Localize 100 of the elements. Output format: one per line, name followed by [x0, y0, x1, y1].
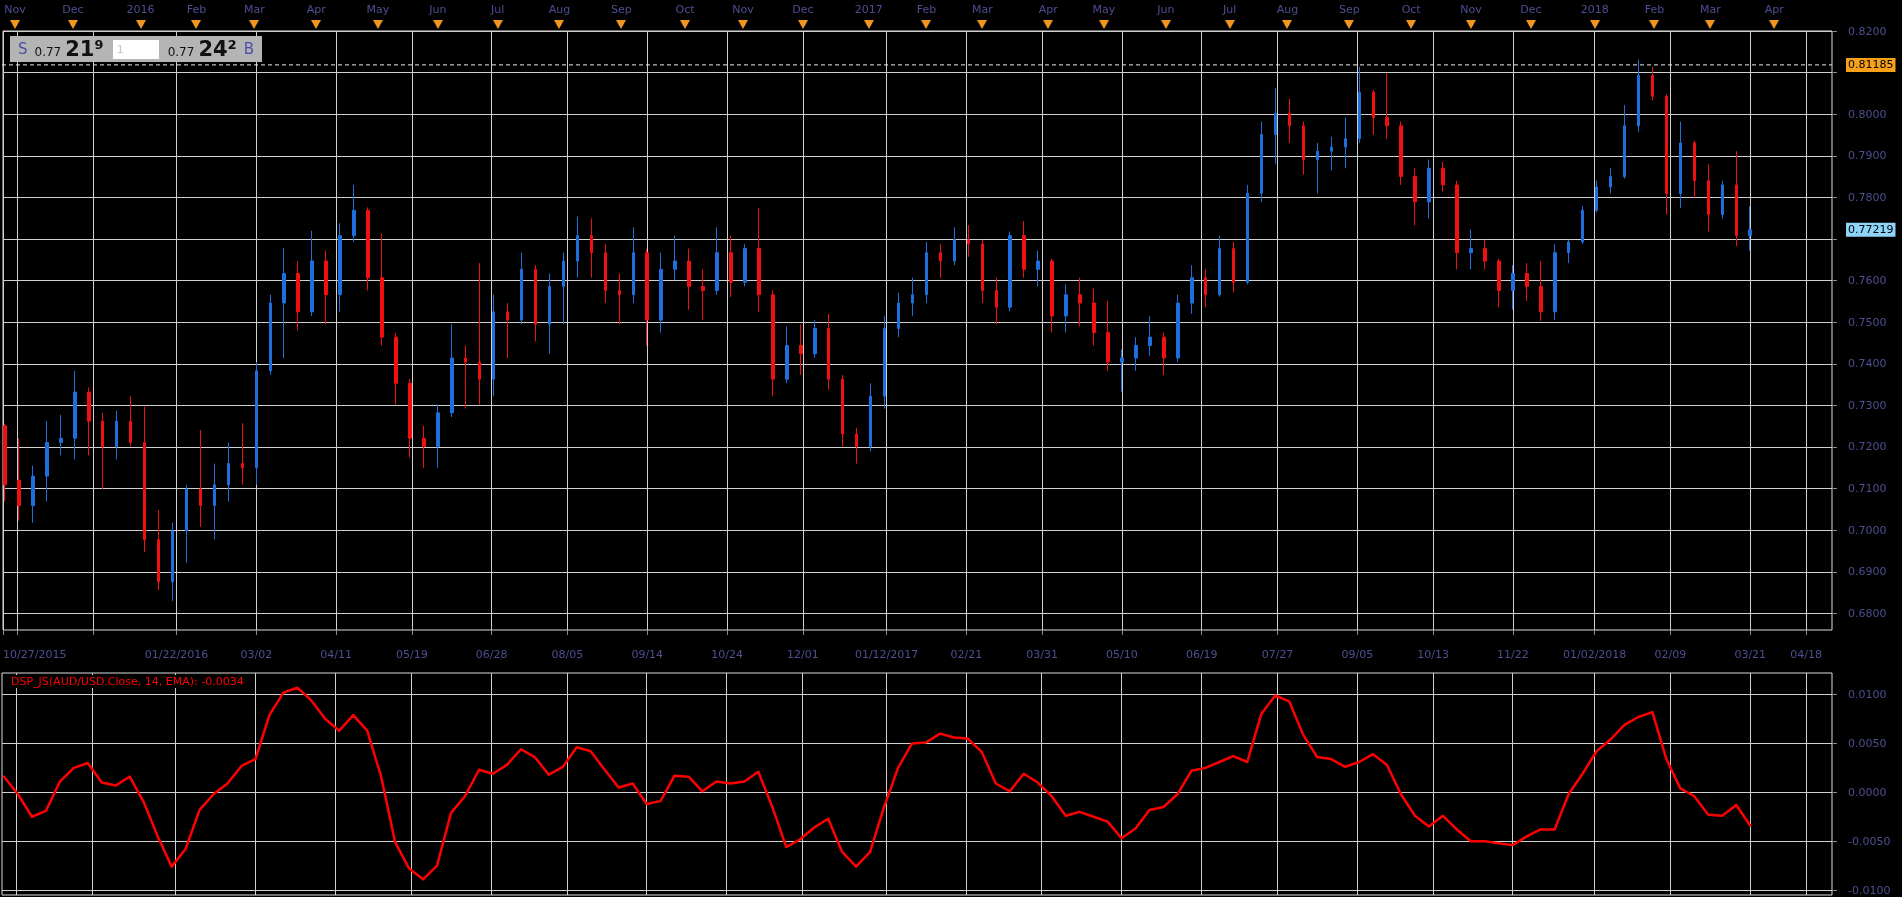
candlestick — [492, 294, 495, 397]
candlestick — [1358, 66, 1361, 144]
x2-tick-label: Aug — [1276, 3, 1299, 16]
x2-tick-label: Jun — [1156, 3, 1175, 16]
annotation: 24² — [198, 37, 237, 61]
candlestick — [185, 484, 188, 564]
candlestick — [869, 382, 872, 452]
x2-tick-label: Mar — [971, 3, 994, 16]
candlestick — [506, 302, 509, 359]
x2-tick-label: Nov — [4, 3, 27, 16]
candlestick — [1106, 300, 1110, 372]
y-tick-label: 0.7300 — [1848, 398, 1887, 412]
y-tick-label: 0.7600 — [1848, 274, 1887, 288]
y-tick-label: 0.7500 — [1848, 315, 1887, 329]
candlestick — [1553, 243, 1557, 321]
candlestick — [87, 386, 91, 456]
candlestick — [310, 230, 314, 317]
candlestick — [1232, 241, 1235, 294]
x2-tick-label: 2016 — [126, 3, 155, 16]
x2-tick-label: 2017 — [854, 3, 883, 16]
x-tick-label: 12/01 — [786, 648, 819, 661]
candlestick — [715, 226, 719, 296]
candlestick — [478, 262, 481, 406]
y-tick-label: 0.8000 — [1848, 107, 1887, 121]
candlestick — [213, 463, 216, 540]
candlestick — [911, 277, 914, 317]
x2-tick-label: 2018 — [1580, 3, 1609, 16]
candlestick — [1441, 161, 1445, 193]
candlestick — [687, 248, 691, 311]
x2-tick-label: Sep — [1338, 3, 1360, 16]
annotation: B — [243, 40, 255, 58]
y-tick-label: 0.7100 — [1848, 482, 1887, 496]
candlestick — [562, 252, 565, 325]
candlestick — [1427, 159, 1431, 220]
candlestick — [1134, 336, 1138, 372]
candlestick — [604, 243, 607, 304]
y-tick-label: 0.6800 — [1848, 606, 1887, 620]
candlestick — [659, 252, 663, 334]
candlestick — [1665, 93, 1668, 215]
candlestick — [813, 319, 817, 359]
candlestick — [1190, 264, 1194, 315]
candlestick — [897, 292, 900, 338]
x-tick-label: 07/27 — [1261, 648, 1294, 661]
y-tick-label: 0.0000 — [1848, 785, 1887, 799]
y-tick-label: 0.7200 — [1848, 440, 1887, 454]
candlestick — [590, 218, 593, 279]
candlestick — [450, 323, 454, 418]
candlestick — [1064, 283, 1068, 334]
x-tick-label: 02/21 — [950, 648, 983, 661]
candlestick — [1735, 150, 1738, 247]
y-tick-label: 0.7000 — [1848, 523, 1887, 537]
candlestick — [534, 264, 537, 342]
x-tick-label: 03/31 — [1026, 648, 1059, 661]
y-tick-label: 0.7400 — [1848, 357, 1887, 371]
x-tick-label: 10/24 — [711, 648, 743, 661]
candlestick — [701, 268, 705, 321]
candlestick — [59, 414, 63, 456]
candlestick — [1399, 121, 1403, 186]
candlestick — [1036, 250, 1040, 287]
candlestick — [1078, 277, 1082, 327]
x-tick-label: 01/22/2016 — [144, 648, 209, 661]
candlestick — [380, 233, 384, 346]
x2-tick-label: Feb — [1644, 3, 1665, 16]
x2-tick-label: Dec — [62, 3, 84, 16]
candlestick — [338, 222, 342, 313]
annotation: 0.77 — [34, 44, 62, 59]
candlestick — [981, 239, 984, 304]
x-tick-label: 01/12/2017 — [854, 648, 919, 661]
candlestick — [883, 315, 886, 410]
candlestick — [632, 226, 635, 304]
candlestick — [101, 412, 104, 490]
text: 0.77219 — [1848, 223, 1894, 237]
candlestick — [1372, 89, 1375, 136]
candlestick — [520, 252, 523, 325]
candlestick — [282, 247, 286, 359]
annotation: 0.77 — [167, 44, 195, 59]
candlestick — [1022, 220, 1026, 279]
candlestick — [925, 241, 928, 304]
candlestick — [576, 216, 579, 279]
candlestick — [1148, 315, 1152, 357]
y-tick-label: 0.7800 — [1848, 190, 1887, 204]
candlestick — [673, 235, 677, 281]
x-tick-label: 01/02/2018 — [1562, 648, 1627, 661]
candlestick — [757, 207, 761, 313]
x-tick-label: 05/19 — [396, 648, 428, 661]
candlestick — [199, 429, 202, 528]
candlestick — [73, 370, 77, 460]
candlestick — [1469, 228, 1473, 270]
candlestick — [1330, 136, 1333, 171]
candlestick — [1385, 72, 1389, 140]
candlestick — [115, 410, 118, 460]
y-tick-label: -0.0050 — [1848, 834, 1891, 848]
candlestick — [436, 404, 440, 469]
candlestick — [17, 437, 21, 522]
candlestick — [1204, 268, 1207, 308]
x2-tick-label: Jul — [1222, 3, 1237, 16]
candlestick — [1288, 98, 1291, 144]
candlestick — [1218, 235, 1221, 298]
x-tick-label: 06/28 — [475, 648, 508, 661]
x2-tick-label: Nov — [1460, 3, 1483, 16]
